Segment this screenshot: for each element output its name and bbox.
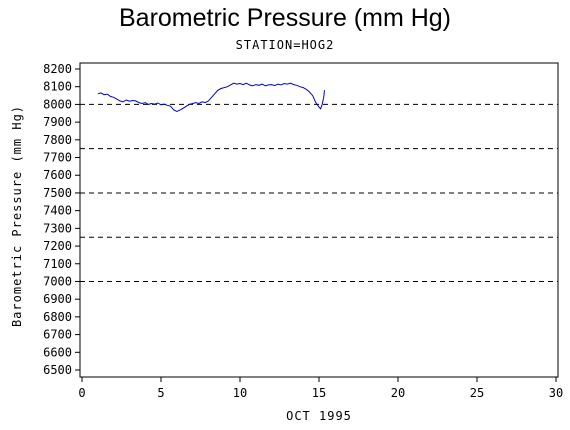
y-tick-label: 8100: [43, 80, 72, 94]
y-tick-label: 7500: [43, 186, 72, 200]
y-tick-label: 6600: [43, 345, 72, 359]
y-tick-label: 7200: [43, 239, 72, 253]
x-tick-label: 15: [312, 386, 326, 400]
y-tick-label: 6900: [43, 292, 72, 306]
y-tick-label: 7600: [43, 168, 72, 182]
y-tick-label: 8000: [43, 97, 72, 111]
x-tick-label: 20: [391, 386, 405, 400]
y-tick-label: 7400: [43, 204, 72, 218]
y-tick-label: 7300: [43, 221, 72, 235]
chart-title: Barometric Pressure (mm Hg): [119, 4, 451, 32]
y-tick-label: 8200: [43, 62, 72, 76]
plot-frame: [79, 62, 559, 378]
x-tick-label: 0: [78, 386, 85, 400]
y-tick-label: 7100: [43, 257, 72, 271]
y-tick-label: 6700: [43, 328, 72, 342]
x-axis-label: OCT 1995: [286, 409, 352, 423]
x-tick-label: 25: [470, 386, 484, 400]
y-tick-label: 7700: [43, 151, 72, 165]
y-tick-label: 7000: [43, 274, 72, 288]
y-tick-label: 6800: [43, 310, 72, 324]
x-tick-label: 30: [549, 386, 563, 400]
series-line: [97, 82, 325, 113]
y-tick-label: 7900: [43, 115, 72, 129]
y-tick-label: 6500: [43, 363, 72, 377]
x-tick-label: 5: [157, 386, 164, 400]
y-tick-label: 7800: [43, 133, 72, 147]
x-tick-label: 10: [233, 386, 247, 400]
chart-subtitle: STATION=HOG2: [235, 38, 335, 52]
